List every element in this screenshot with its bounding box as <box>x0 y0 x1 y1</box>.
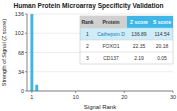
y-tick <box>25 71 27 72</box>
table-cell: 20.18 <box>156 43 169 49</box>
x-axis <box>27 91 173 92</box>
x-tick <box>31 91 32 93</box>
table-cell: CD137 <box>103 55 119 61</box>
table-header: S score <box>153 19 171 25</box>
table-cell: 136.89 <box>131 31 147 37</box>
table-cell: 2 <box>86 43 89 49</box>
x-axis-label: Signal Rank <box>84 104 117 110</box>
table-header: Rank <box>81 19 93 25</box>
y-tick-label: 102 <box>15 30 24 36</box>
table-cell: 2.19 <box>134 55 144 61</box>
table-separator <box>80 28 173 29</box>
table-header-bg <box>80 16 127 28</box>
table-cell: 114.54 <box>155 31 170 37</box>
y-tick-label: 34 <box>18 69 24 75</box>
x-tick-label: 10 <box>73 94 79 100</box>
table-cell: Cathepsin D <box>97 31 125 37</box>
table-cell: 1 <box>86 31 89 37</box>
table-row-highlight <box>80 28 173 40</box>
x-tick-label: 1 <box>30 94 33 100</box>
x-tick <box>75 91 76 93</box>
bars <box>30 14 38 91</box>
x-tick <box>124 91 125 93</box>
x-tick-label: 30 <box>170 94 176 100</box>
table-separator <box>80 40 173 41</box>
title: Human Protein Microarray Specificity Val… <box>13 2 163 10</box>
y-tick <box>25 33 27 34</box>
chart: 0 34 68 102 136 1 10 20 30 Human Protein Microarr… <box>0 0 177 111</box>
bar <box>35 85 38 91</box>
table-header: Protein <box>102 19 119 25</box>
table-header: Z score <box>130 19 148 25</box>
x-tick <box>173 91 174 93</box>
table-cell: 0.05 <box>157 55 167 61</box>
table-cell: 3 <box>86 55 89 61</box>
bar <box>30 14 33 91</box>
grid-line <box>27 91 173 92</box>
y-tick-label: 136 <box>15 11 24 17</box>
table-frame <box>80 16 173 64</box>
grid-line <box>27 14 173 15</box>
y-tick-label: 68 <box>18 50 24 56</box>
y-tick <box>25 14 27 15</box>
table-cell: FOXO1 <box>103 43 120 49</box>
y-tick-label: 0 <box>21 88 24 94</box>
y-tick <box>25 52 27 53</box>
grid-line <box>27 71 173 72</box>
x-tick-label: 20 <box>121 94 127 100</box>
table-separator <box>80 52 173 53</box>
table-header-bg <box>127 16 173 28</box>
table-cell: 22.35 <box>133 43 146 49</box>
y-axis-label: Strength of Signal (Z score) <box>1 19 7 86</box>
table: Rank Protein Z score S score 1 Cathepsin D 136… <box>80 16 173 64</box>
y-tick <box>25 91 27 92</box>
